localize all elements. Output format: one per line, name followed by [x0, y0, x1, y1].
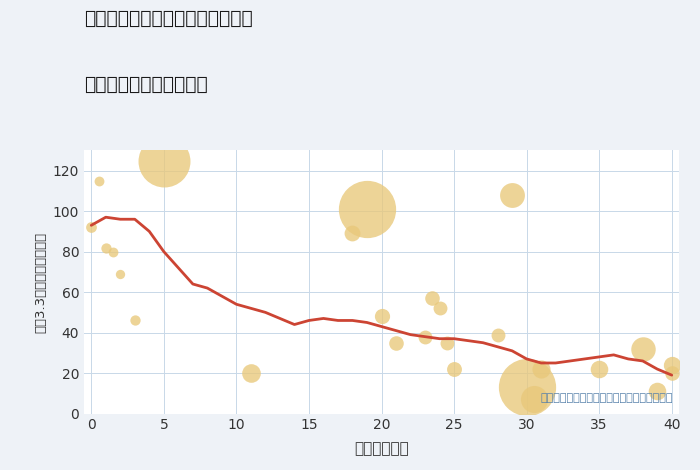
Point	[107, 248, 118, 255]
Point	[115, 270, 126, 278]
Point	[652, 388, 663, 395]
Point	[666, 361, 678, 369]
Point	[93, 177, 104, 185]
Text: 円の大きさは、取引のあった物件面積を示す: 円の大きさは、取引のあった物件面積を示す	[540, 393, 673, 403]
Point	[536, 365, 547, 373]
Point	[492, 331, 503, 338]
Text: 福岡県北九州市小倉北区貴船町の: 福岡県北九州市小倉北区貴船町の	[84, 9, 253, 28]
Y-axis label: 坪（3.3㎡）単価（万円）: 坪（3.3㎡）単価（万円）	[34, 231, 47, 333]
Point	[85, 224, 97, 231]
Point	[361, 205, 372, 213]
Point	[376, 313, 387, 320]
Point	[434, 305, 445, 312]
Point	[507, 191, 518, 199]
Point	[391, 339, 402, 346]
Point	[666, 369, 678, 377]
Point	[130, 317, 141, 324]
Point	[158, 157, 169, 164]
Point	[427, 294, 438, 302]
Point	[441, 339, 452, 346]
Point	[594, 365, 605, 373]
Point	[100, 244, 111, 251]
Point	[245, 369, 256, 377]
Point	[521, 384, 532, 391]
X-axis label: 築年数（年）: 築年数（年）	[354, 441, 409, 456]
Point	[449, 365, 460, 373]
Point	[347, 230, 358, 237]
Point	[637, 345, 648, 352]
Point	[528, 396, 540, 403]
Text: 築年数別中古戸建て価格: 築年数別中古戸建て価格	[84, 75, 208, 94]
Point	[419, 333, 430, 340]
